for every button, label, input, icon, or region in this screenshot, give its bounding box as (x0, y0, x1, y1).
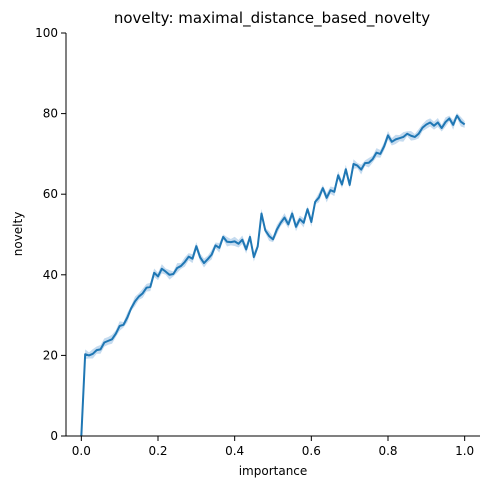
y-tick-label: 20 (43, 348, 58, 362)
x-tick-label: 0.2 (148, 444, 167, 458)
x-tick-label: 0.8 (378, 444, 397, 458)
y-tick-label: 40 (43, 268, 58, 282)
x-axis-label: importance (239, 464, 308, 478)
x-tick-label: 0.6 (302, 444, 321, 458)
y-tick-label: 80 (43, 107, 58, 121)
series-line-novelty (80, 114, 466, 437)
y-tick-label: 0 (50, 429, 58, 443)
y-axis-label: novelty (11, 212, 25, 257)
y-axis-ticks: 0 20 40 60 80 100 (35, 26, 66, 443)
confidence-band (81, 112, 465, 436)
plot-area (80, 112, 466, 437)
y-tick-label: 60 (43, 187, 58, 201)
x-tick-label: 0.4 (225, 444, 244, 458)
x-axis-ticks: 0.0 0.2 0.4 0.6 0.8 1.0 (72, 436, 474, 458)
x-tick-label: 0.0 (72, 444, 91, 458)
x-tick-label: 1.0 (455, 444, 474, 458)
chart-title: novelty: maximal_distance_based_novelty (114, 9, 430, 28)
y-tick-label: 100 (35, 26, 58, 40)
